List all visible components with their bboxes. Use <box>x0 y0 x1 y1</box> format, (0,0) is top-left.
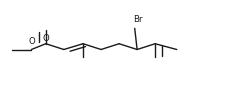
Text: O: O <box>28 37 35 46</box>
Text: Br: Br <box>134 15 143 24</box>
Text: O: O <box>43 34 49 43</box>
